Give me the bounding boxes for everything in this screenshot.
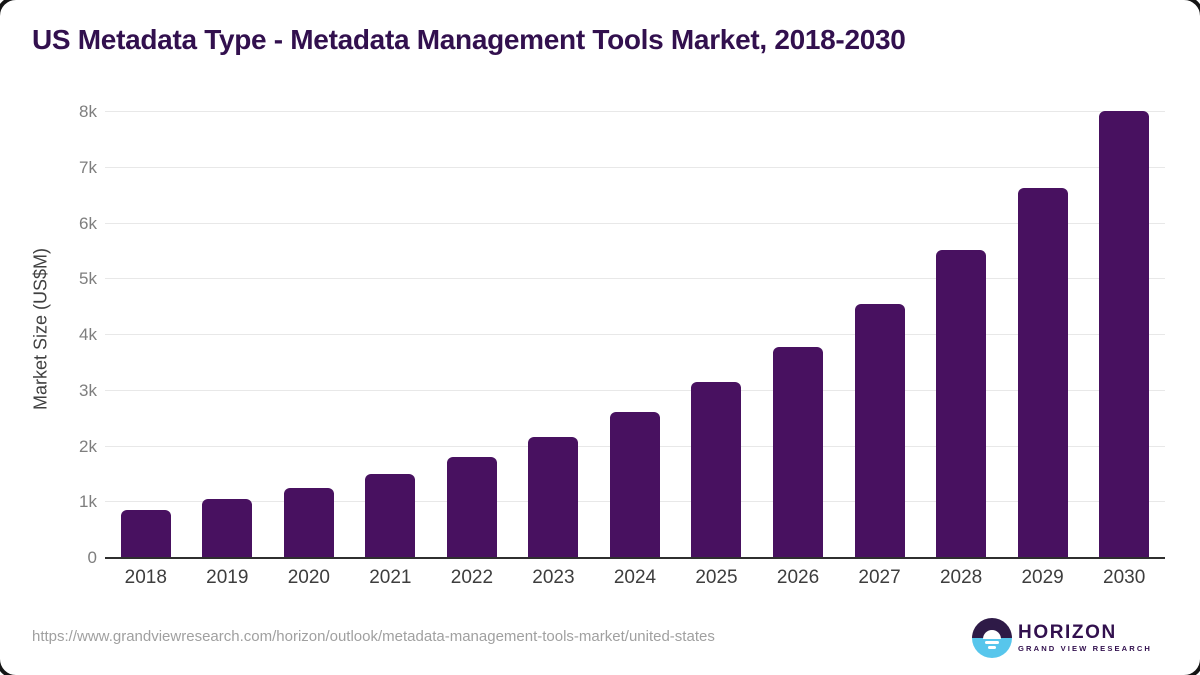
- chart-title: US Metadata Type - Metadata Management T…: [32, 24, 906, 55]
- bar-2030[interactable]: [1099, 110, 1150, 558]
- y-tick-label: 3k: [79, 380, 97, 400]
- bar-2020[interactable]: [283, 488, 334, 558]
- bar-2022[interactable]: [446, 457, 497, 558]
- horizon-sun-icon: [972, 618, 1013, 658]
- bar-slot-2020: [268, 100, 350, 558]
- bar-2019[interactable]: [202, 499, 253, 558]
- bar-2027[interactable]: [854, 304, 905, 558]
- gridline-6k: [105, 222, 1165, 224]
- logo-subtitle: GRAND VIEW RESEARCH: [1018, 644, 1152, 654]
- x-tick-label-2025: 2025: [695, 567, 738, 588]
- x-tick-label-2021: 2021: [369, 567, 412, 588]
- x-tick-label-2030: 2030: [1103, 567, 1146, 588]
- horizon-logo: HORIZON GRAND VIEW RESEARCH: [972, 618, 1152, 658]
- x-tick-label-2020: 2020: [287, 567, 330, 588]
- logo-name: HORIZON: [1018, 621, 1117, 643]
- x-axis-labels: 2018 2019 2020 2021 2022 2023 2024 2025 2026 2027…: [105, 567, 1165, 589]
- y-tick-label: 6k: [79, 213, 97, 233]
- gridline-4k: [105, 334, 1165, 336]
- gridline-8k: [105, 111, 1165, 113]
- bars-container: [105, 100, 1165, 558]
- y-tick-label: 5k: [79, 269, 97, 289]
- x-tick-label-2027: 2027: [858, 567, 901, 588]
- logo-text: HORIZON GRAND VIEW RESEARCH: [1018, 621, 1152, 654]
- y-tick-label: 1k: [79, 492, 97, 512]
- bar-slot-2024: [594, 100, 676, 558]
- bar-slot-2021: [350, 100, 432, 558]
- bar-slot-2027: [839, 100, 921, 558]
- y-tick-label: 4k: [79, 325, 97, 345]
- bar-slot-2019: [187, 100, 269, 558]
- bar-2028[interactable]: [936, 250, 987, 558]
- sun-reflection-line: [988, 646, 997, 649]
- bar-2024[interactable]: [609, 412, 660, 558]
- bar-2025[interactable]: [691, 381, 742, 558]
- gridline-7k: [105, 166, 1165, 168]
- bar-slot-2030: [1083, 100, 1165, 558]
- plot-area: [105, 100, 1165, 559]
- bar-2018[interactable]: [120, 509, 171, 558]
- bar-2026[interactable]: [773, 346, 824, 558]
- bar-slot-2018: [105, 100, 187, 558]
- sun-glyph: [983, 629, 1002, 639]
- x-axis-line: [105, 557, 1165, 559]
- bar-2029[interactable]: [1017, 187, 1068, 558]
- bar-slot-2023: [513, 100, 595, 558]
- gridline-3k: [105, 389, 1165, 391]
- bar-2023[interactable]: [528, 437, 579, 558]
- x-tick-label-2029: 2029: [1021, 567, 1064, 588]
- bar-slot-2029: [1002, 100, 1084, 558]
- bar-slot-2025: [676, 100, 758, 558]
- y-tick-label: 0: [87, 548, 97, 567]
- bar-slot-2026: [757, 100, 839, 558]
- y-tick-label: 8k: [79, 102, 97, 122]
- x-tick-label-2028: 2028: [939, 567, 983, 588]
- source-url: https://www.grandviewresearch.com/horizo…: [32, 628, 715, 645]
- sun-reflection-line: [985, 641, 1000, 644]
- x-tick-label-2024: 2024: [613, 567, 657, 588]
- x-tick-label-2023: 2023: [532, 567, 575, 588]
- bar-2021[interactable]: [365, 474, 416, 558]
- x-tick-label-2019: 2019: [206, 567, 249, 588]
- bar-slot-2028: [920, 100, 1002, 558]
- x-tick-label-2022: 2022: [450, 567, 494, 588]
- y-tick-label: 7k: [79, 157, 97, 177]
- x-tick-label-2026: 2026: [776, 567, 820, 588]
- gridline-5k: [105, 278, 1165, 280]
- x-tick-label-2018: 2018: [124, 567, 167, 588]
- bar-slot-2022: [431, 100, 513, 558]
- y-tick-label: 2k: [79, 436, 97, 456]
- y-axis-labels: 0 1k 2k 3k 4k 5k 6k 7k 8k: [0, 100, 97, 567]
